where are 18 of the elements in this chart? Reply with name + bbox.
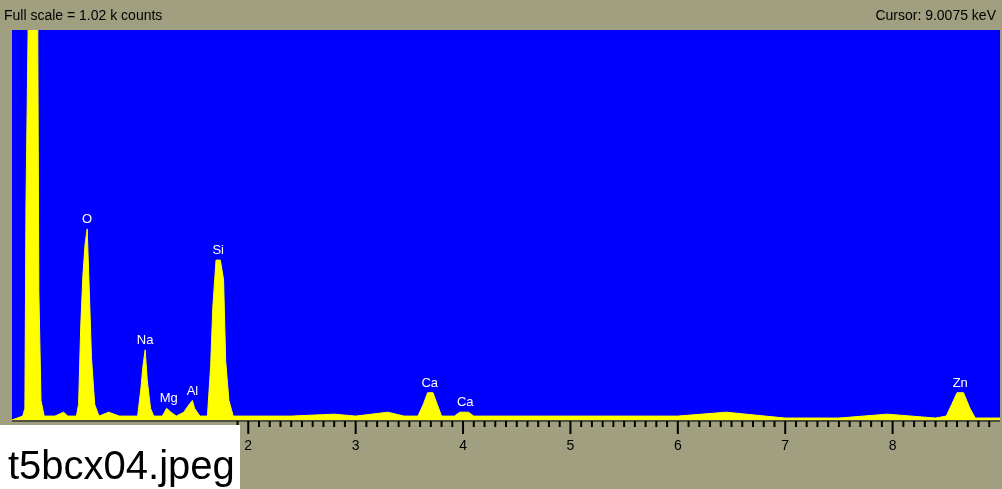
x-tick-label: 6 [673,437,682,453]
annotation: Ca [456,394,475,410]
text: t5bcx04.jpeg [8,443,235,487]
annotation: Si [212,242,225,258]
annotation: Ca [421,374,439,390]
x-tick-label: 5 [566,437,575,453]
annotation: Mg [159,390,178,406]
chart-title: Full scale = 1.02 k counts [4,7,163,23]
annotation: Na [136,331,155,347]
annotation: Al [186,382,199,398]
annotation: Zn [952,374,968,390]
x-tick-label: 3 [351,437,360,453]
x-tick-label: 8 [888,437,897,453]
x-tick-label: 2 [244,437,253,453]
x-tick-label: 7 [781,437,790,453]
annotation: O [82,210,93,226]
text: Cursor: 9.0075 keV [875,7,997,23]
x-tick-label: 4 [459,437,468,453]
